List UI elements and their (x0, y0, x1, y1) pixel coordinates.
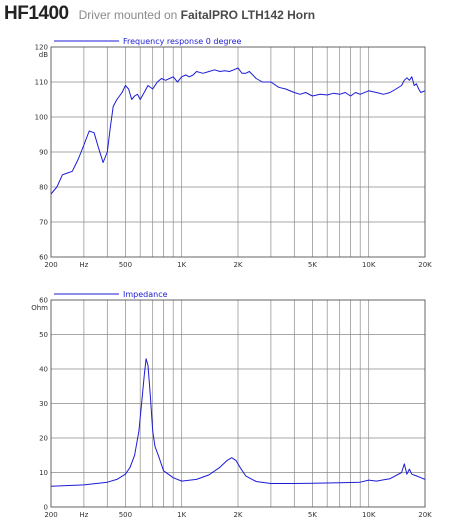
imp-legend-label: Impedance (123, 290, 168, 299)
fr-ytick-label-4: 100 (35, 114, 48, 122)
imp-xtick-label-3: 1K (177, 511, 186, 519)
imp-ytick-label-2: 20 (39, 435, 48, 443)
imp-series-line-0 (50, 358, 426, 487)
imp-xtick-label-7: 20K (418, 511, 432, 519)
imp-ytick-label-0: 0 (44, 504, 48, 512)
fr-xtick-label-6: 10K (362, 261, 376, 269)
subtitle-prefix: Driver mounted on (78, 8, 181, 22)
fr-xtick-label-7: 20K (418, 261, 432, 269)
imp-ytick-label-1: 10 (39, 469, 48, 477)
fr-ytick-label-1: 70 (39, 219, 48, 227)
fr-xtick-label-3: 1K (177, 261, 186, 269)
fr-ytick-label-6: 120 (35, 44, 48, 52)
fr-xtick-label-1: Hz (79, 261, 88, 269)
fr-ytick-label-0: 60 (39, 254, 48, 262)
fr-plot-frame (50, 46, 426, 258)
imp-xtick-label-4: 2K (233, 511, 242, 519)
fr-ytick-label-2: 80 (39, 184, 48, 192)
imp-ylabel: Ohm (31, 304, 48, 312)
header: HF1400 Driver mounted on FaitalPRO LTH142… (4, 3, 315, 25)
fr-xtick-label-2: 500 (119, 261, 132, 269)
subtitle-bold: FaitalPRO LTH142 Horn (180, 8, 316, 22)
fr-xtick-label-4: 2K (233, 261, 242, 269)
imp-xtick-label-2: 500 (119, 511, 132, 519)
fr-xtick-label-0: 200 (44, 261, 57, 269)
model-title: HF1400 (4, 3, 69, 24)
imp-plot-frame (50, 299, 426, 508)
fr-ylabel: dB (39, 51, 48, 59)
imp-ytick-label-4: 40 (39, 366, 48, 374)
fr-legend-label: Frequency response 0 degree (123, 38, 241, 46)
imp-xtick-label-0: 200 (44, 511, 57, 519)
fr-xtick-label-5: 5K (308, 261, 317, 269)
imp-xtick-label-6: 10K (362, 511, 376, 519)
imp-ytick-label-5: 50 (39, 331, 48, 339)
fr-series-line-0 (50, 67, 426, 195)
imp-xtick-label-1: Hz (79, 511, 88, 519)
imp-ytick-label-6: 60 (39, 297, 48, 305)
fr-ytick-label-5: 110 (35, 79, 48, 87)
imp-ytick-label-3: 30 (39, 400, 48, 408)
fr-ytick-label-3: 90 (39, 149, 48, 157)
imp-xtick-label-5: 5K (308, 511, 317, 519)
